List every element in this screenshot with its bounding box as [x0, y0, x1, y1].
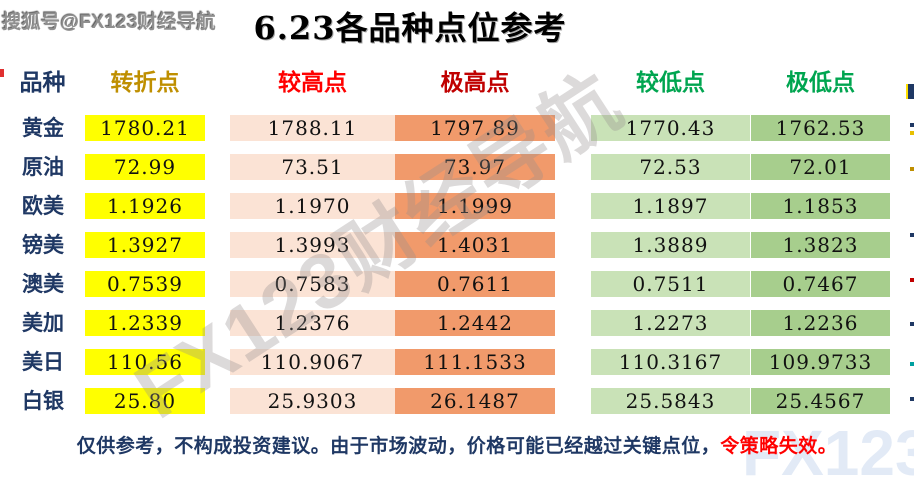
cell-extreme-low-point: 1.1853: [751, 193, 890, 219]
table-row: 黄金 1780.21 1788.11 1797.89 1770.43 1762.…: [0, 115, 914, 141]
row-label: 美日: [22, 349, 64, 374]
table-row: 白银 25.80 25.9303 26.1487 25.5843 25.4567: [0, 388, 914, 414]
edge-fragment: [906, 84, 908, 99]
edge-fragment: [910, 397, 914, 401]
cell-extreme-high-point: 26.1487: [395, 388, 555, 414]
row-label: 欧美: [22, 193, 64, 218]
cell-higher-point: 25.9303: [230, 388, 395, 414]
cell-higher-point: 73.51: [230, 154, 395, 180]
column-header-extreme-low-point: 极低点: [786, 69, 855, 96]
table-row: 镑美 1.3927 1.3993 1.4031 1.3889 1.3823: [0, 232, 914, 258]
table-row: 原油 72.99 73.51 73.97 72.53 72.01: [0, 154, 914, 180]
column-header-higher-point: 较高点: [278, 69, 347, 96]
cell-extreme-low-point: 25.4567: [751, 388, 890, 414]
cell-turning-point: 1.2339: [85, 310, 205, 336]
cell-extreme-low-point: 1.2236: [751, 310, 890, 336]
cell-lower-point: 0.7511: [591, 271, 750, 297]
table-row: 欧美 1.1926 1.1970 1.1999 1.1897 1.1853: [0, 193, 914, 219]
cell-higher-point: 1.2376: [230, 310, 395, 336]
row-label: 黄金: [22, 115, 64, 140]
disclaimer: 仅供参考，不构成投资建议。由于市场波动，价格可能已经越过关键点位，令策略失效。: [0, 431, 914, 458]
row-label: 澳美: [22, 271, 64, 296]
cell-lower-point: 25.5843: [591, 388, 750, 414]
cell-extreme-high-point: 1.4031: [395, 232, 555, 258]
page-title: 6.23各品种点位参考: [253, 9, 567, 47]
disclaimer-text: 仅供参考，不构成投资建议。由于市场波动，价格可能已经越过关键点位，: [76, 435, 721, 457]
table-row: 美加 1.2339 1.2376 1.2442 1.2273 1.2236: [0, 310, 914, 336]
row-label: 原油: [22, 154, 64, 179]
edge-fragment: [910, 362, 914, 366]
sohu-account-watermark: 搜狐号@FX123财经导航: [2, 12, 217, 33]
cell-extreme-low-point: 1.3823: [751, 232, 890, 258]
cell-turning-point: 1780.21: [85, 115, 205, 141]
cell-lower-point: 110.3167: [591, 349, 750, 375]
cell-extreme-high-point: 73.97: [395, 154, 555, 180]
cell-extreme-low-point: 72.01: [751, 154, 890, 180]
column-header-extreme-high-point: 极高点: [440, 69, 510, 96]
edge-fragment: [910, 131, 914, 135]
cell-extreme-high-point: 1.2442: [395, 310, 555, 336]
cell-turning-point: 0.7539: [85, 271, 205, 297]
cell-turning-point: 72.99: [85, 154, 205, 180]
edge-fragment: [908, 84, 914, 99]
cell-extreme-high-point: 1797.89: [395, 115, 555, 141]
cell-lower-point: 1770.43: [591, 115, 750, 141]
cell-extreme-low-point: 109.9733: [751, 349, 890, 375]
cell-lower-point: 1.3889: [591, 232, 750, 258]
cell-turning-point: 1.3927: [85, 232, 205, 258]
cell-extreme-high-point: 1.1999: [395, 193, 555, 219]
column-header-lower-point: 较低点: [636, 69, 705, 96]
table-row: 澳美 0.7539 0.7583 0.7611 0.7511 0.7467: [0, 271, 914, 297]
column-header-variety: 品种: [19, 69, 66, 96]
disclaimer-warning: 令策略失效。: [720, 435, 838, 457]
edge-fragment: [910, 278, 914, 282]
row-label: 镑美: [22, 232, 64, 257]
cell-higher-point: 1.1970: [230, 193, 395, 219]
edge-fragment: [0, 69, 4, 77]
edge-fragment: [910, 123, 914, 127]
cell-extreme-high-point: 0.7611: [395, 271, 555, 297]
cell-turning-point: 25.80: [85, 388, 205, 414]
row-label: 白银: [22, 388, 64, 413]
cell-extreme-low-point: 1762.53: [751, 115, 890, 141]
cell-higher-point: 0.7583: [230, 271, 395, 297]
edge-fragment: [910, 233, 914, 237]
table-row: 美日 110.56 110.9067 111.1533 110.3167 109…: [0, 349, 914, 375]
cell-higher-point: 110.9067: [230, 349, 395, 375]
cell-lower-point: 72.53: [591, 154, 750, 180]
cell-higher-point: 1788.11: [230, 115, 395, 141]
column-header-turning-point: 转折点: [110, 69, 180, 96]
cell-lower-point: 1.2273: [591, 310, 750, 336]
cell-higher-point: 1.3993: [230, 232, 395, 258]
corner-brand-watermark: FX123: [742, 417, 914, 489]
cell-extreme-high-point: 111.1533: [395, 349, 555, 375]
cell-extreme-low-point: 0.7467: [751, 271, 890, 297]
cell-turning-point: 110.56: [85, 349, 205, 375]
cell-lower-point: 1.1897: [591, 193, 750, 219]
row-label: 美加: [22, 310, 64, 335]
cell-turning-point: 1.1926: [85, 193, 205, 219]
edge-fragment: [910, 322, 914, 326]
edge-fragment: [910, 167, 914, 171]
